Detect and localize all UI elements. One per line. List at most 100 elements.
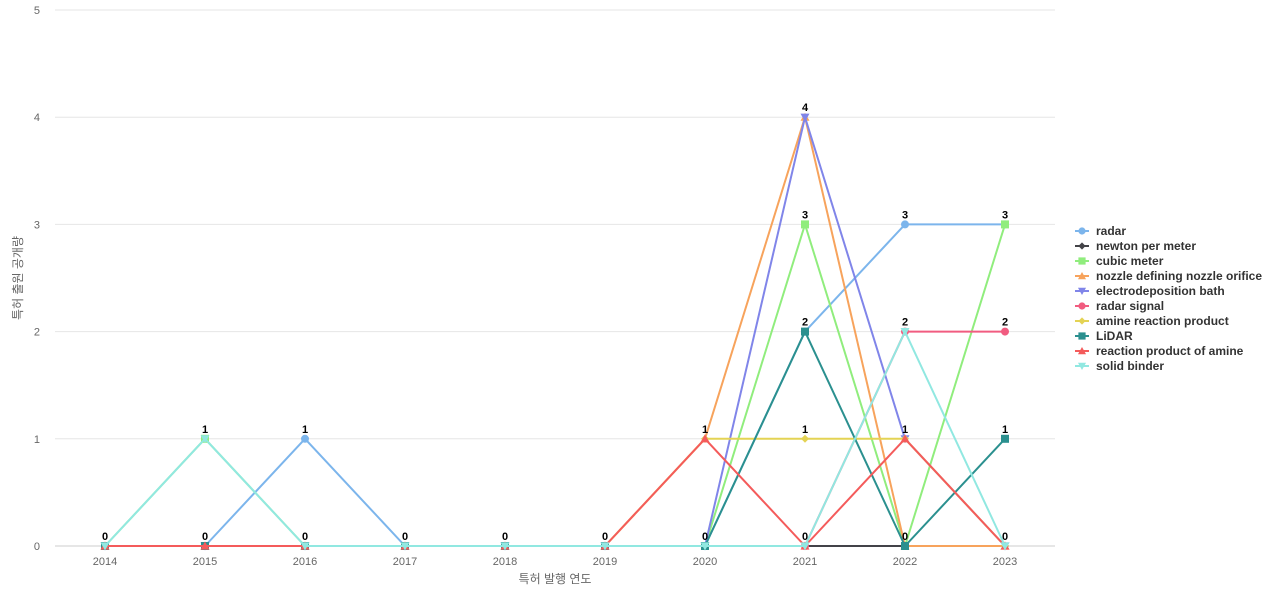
data-label: 3 [902, 209, 908, 221]
data-label: 0 [802, 531, 808, 543]
x-tick-label: 2020 [693, 556, 717, 568]
series-line-reaction-product-of-amine [104, 437, 1006, 547]
legend-swatch-marker [1078, 257, 1086, 265]
data-point-solid-binder [300, 542, 310, 551]
y-axis-ticks: 0 1 2 3 4 5 [34, 5, 40, 553]
data-label: 0 [102, 531, 108, 543]
y-tick-label: 5 [34, 5, 40, 17]
y-axis-title: 특허 출원 공개량 [11, 236, 25, 320]
legend-label: electrodeposition bath [1096, 284, 1225, 298]
data-label: 1 [1002, 424, 1008, 436]
data-label: 0 [302, 531, 308, 543]
legend-swatch-marker [1078, 317, 1086, 325]
series-line-amine-reaction-product [104, 437, 1006, 547]
data-point-reaction-product-of-amine [200, 541, 210, 550]
data-label: 0 [1002, 531, 1008, 543]
data-label: 0 [202, 531, 208, 543]
legend-swatch-marker [1077, 346, 1087, 355]
data-point-radar-signal [1001, 327, 1009, 336]
series-radar [101, 220, 1009, 550]
data-point-solid-binder [600, 542, 610, 551]
data-point-reaction-product-of-amine [700, 434, 710, 443]
series-line-solid-binder [104, 330, 1006, 547]
legend-item-amine-reaction-product[interactable]: amine reaction product [1075, 314, 1229, 328]
legend-item-solid-binder[interactable]: solid binder [1075, 359, 1164, 373]
legend-swatch-marker [1078, 227, 1086, 235]
legend-item-newton-per-meter[interactable]: newton per meter [1075, 239, 1196, 253]
legend-swatch-marker [1077, 362, 1087, 371]
x-tick-label: 2023 [993, 556, 1017, 568]
legend-swatch-marker [1078, 332, 1086, 340]
x-axis-ticks: 2014 2015 2016 2017 2018 2019 2020 2021 2022 2023 [93, 556, 1017, 568]
legend-swatch-marker [1077, 271, 1087, 280]
series-line-radar [104, 223, 1006, 547]
series-reaction-product-of-amine [100, 434, 1010, 550]
x-tick-label: 2021 [793, 556, 817, 568]
legend-label: solid binder [1096, 359, 1164, 373]
data-point-radar [901, 220, 909, 229]
x-tick-label: 2019 [593, 556, 617, 568]
y-tick-label: 2 [34, 327, 40, 339]
series-lines [100, 112, 1010, 551]
y-tick-label: 1 [34, 434, 40, 446]
legend-label: newton per meter [1096, 239, 1196, 253]
y-tick-label: 3 [34, 219, 40, 231]
data-point-solid-binder [200, 435, 210, 444]
legend-item-electrodeposition-bath[interactable]: electrodeposition bath [1075, 284, 1225, 298]
data-labels: 0 1 0 1 0 0 0 0 1 0 4 3 2 1 0 3 2 1 0 3 2 1 0 [102, 102, 1008, 543]
data-point-solid-binder [400, 542, 410, 551]
data-point-reaction-product-of-amine [900, 434, 910, 443]
x-tick-label: 2014 [93, 556, 117, 568]
data-label: 0 [702, 531, 708, 543]
legend-item-cubic-meter[interactable]: cubic meter [1075, 254, 1164, 268]
series-cubic-meter [101, 220, 1009, 550]
data-point-cubic-meter [801, 220, 809, 229]
series-amine-reaction-product [101, 434, 1009, 550]
data-label: 0 [602, 531, 608, 543]
series-line-cubic-meter [104, 223, 1006, 547]
data-point-solid-binder [700, 542, 710, 551]
data-point-solid-binder [1000, 542, 1010, 551]
data-label: 2 [1002, 317, 1008, 329]
y-tick-label: 0 [34, 541, 40, 553]
legend-label: radar [1096, 224, 1126, 238]
data-label: 0 [902, 531, 908, 543]
data-label: 4 [802, 102, 809, 114]
legend-label: radar signal [1096, 299, 1164, 313]
legend-label: cubic meter [1096, 254, 1164, 268]
data-label: 3 [802, 209, 808, 221]
x-tick-label: 2022 [893, 556, 917, 568]
legend-swatch-marker [1078, 302, 1086, 310]
data-point-lidar [1001, 434, 1009, 443]
data-point-lidar [801, 327, 809, 336]
legend-item-nozzle-defining-nozzle-orifice[interactable]: nozzle defining nozzle orifice [1075, 269, 1262, 283]
data-label: 2 [802, 317, 808, 329]
data-label: 1 [802, 424, 808, 436]
data-point-cubic-meter [1001, 220, 1009, 229]
data-label: 1 [202, 424, 208, 436]
legend-item-reaction-product-of-amine[interactable]: reaction product of amine [1075, 344, 1244, 358]
data-label: 1 [902, 424, 908, 436]
data-point-solid-binder [800, 542, 810, 551]
y-tick-label: 4 [34, 112, 40, 124]
data-point-solid-binder [500, 542, 510, 551]
x-tick-label: 2018 [493, 556, 517, 568]
data-label: 1 [302, 424, 308, 436]
legend-label: amine reaction product [1096, 314, 1229, 328]
data-point-lidar [901, 542, 909, 550]
legend-item-lidar[interactable]: LiDAR [1075, 329, 1133, 343]
x-tick-label: 2016 [293, 556, 317, 568]
x-tick-label: 2015 [193, 556, 217, 568]
legend-swatch-marker [1077, 287, 1087, 296]
legend-item-radar-signal[interactable]: radar signal [1075, 299, 1164, 313]
data-label: 2 [902, 317, 908, 329]
data-label: 0 [502, 531, 508, 543]
data-label: 0 [402, 531, 408, 543]
legend-label: reaction product of amine [1096, 344, 1244, 358]
legend-label: LiDAR [1096, 329, 1133, 343]
legend-item-radar[interactable]: radar [1075, 224, 1126, 238]
x-axis-title: 특허 발행 연도 [519, 571, 592, 586]
